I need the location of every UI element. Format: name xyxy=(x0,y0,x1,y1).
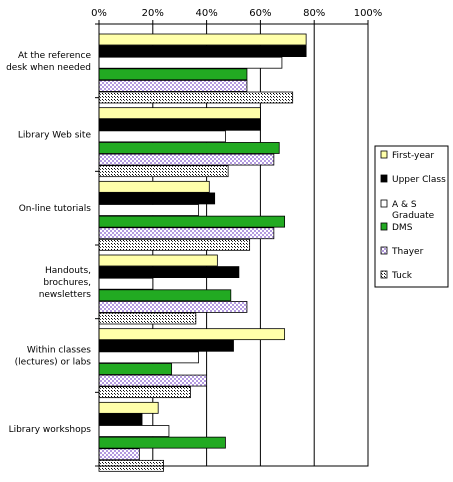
category-label: (lectures) or labs xyxy=(15,358,92,368)
legend-label: Thayer xyxy=(391,247,424,257)
category-label: At the reference xyxy=(18,51,91,61)
bar xyxy=(98,130,226,143)
bar xyxy=(98,328,286,341)
category-label: Handouts, xyxy=(45,266,91,276)
bar xyxy=(98,165,229,178)
bar xyxy=(98,215,286,228)
bar xyxy=(98,339,234,352)
bar xyxy=(98,289,232,302)
bar xyxy=(98,351,199,364)
bar xyxy=(98,142,280,154)
bar xyxy=(98,56,283,69)
plot-area: 0% 20% 40% 60% 80% 100% At the reference desk w… xyxy=(6,8,383,472)
legend-swatch xyxy=(380,174,388,183)
bar xyxy=(98,68,248,81)
x-tick-label: 60% xyxy=(249,8,271,19)
category-label: On-line tutorials xyxy=(19,204,92,214)
category-label: Library workshops xyxy=(9,425,92,435)
bar xyxy=(98,401,159,414)
bar xyxy=(98,363,173,375)
bar xyxy=(98,238,251,251)
bar xyxy=(98,45,307,57)
plot-frame xyxy=(98,23,369,467)
legend-swatch xyxy=(380,199,388,208)
bar xyxy=(98,227,275,240)
bar xyxy=(98,266,240,279)
legend-label: Upper Class xyxy=(392,175,446,185)
bar xyxy=(98,118,261,131)
legend-swatch xyxy=(380,222,388,231)
x-tick-label: 20% xyxy=(142,8,164,19)
legend-label: Graduate xyxy=(392,211,435,221)
bar xyxy=(98,107,261,120)
legend-label: DMS xyxy=(392,223,413,233)
x-tick-label: 0% xyxy=(91,8,107,19)
category-label: desk when needed xyxy=(6,63,91,73)
category-label: newsletters xyxy=(39,290,92,300)
bar xyxy=(98,386,191,399)
legend-swatch xyxy=(380,150,388,159)
bar xyxy=(98,277,154,290)
x-tick-label: 40% xyxy=(195,8,217,19)
x-tick-label: 100% xyxy=(354,8,383,19)
category-label: brochures, xyxy=(43,278,91,288)
legend-label: A & S xyxy=(392,200,417,210)
bar xyxy=(98,180,210,193)
bar xyxy=(98,80,248,92)
bar xyxy=(98,153,275,166)
bar xyxy=(98,300,248,313)
bar xyxy=(98,374,207,387)
category-label: Library Web site xyxy=(18,131,92,141)
bar xyxy=(98,312,197,325)
bar xyxy=(98,91,294,104)
bar xyxy=(98,425,170,437)
bar xyxy=(98,192,216,205)
legend-label: Tuck xyxy=(391,271,413,281)
bar xyxy=(98,448,140,461)
legend-swatch xyxy=(380,270,388,279)
bar xyxy=(98,413,143,426)
bar xyxy=(98,204,199,216)
bar xyxy=(98,33,307,46)
legend-label: First-year xyxy=(392,151,434,161)
bar xyxy=(98,436,226,449)
legend-swatch xyxy=(380,246,388,255)
bar xyxy=(98,254,218,267)
legend-box xyxy=(374,145,449,288)
x-tick-label: 80% xyxy=(303,8,325,19)
category-label: Within classes xyxy=(27,346,91,356)
